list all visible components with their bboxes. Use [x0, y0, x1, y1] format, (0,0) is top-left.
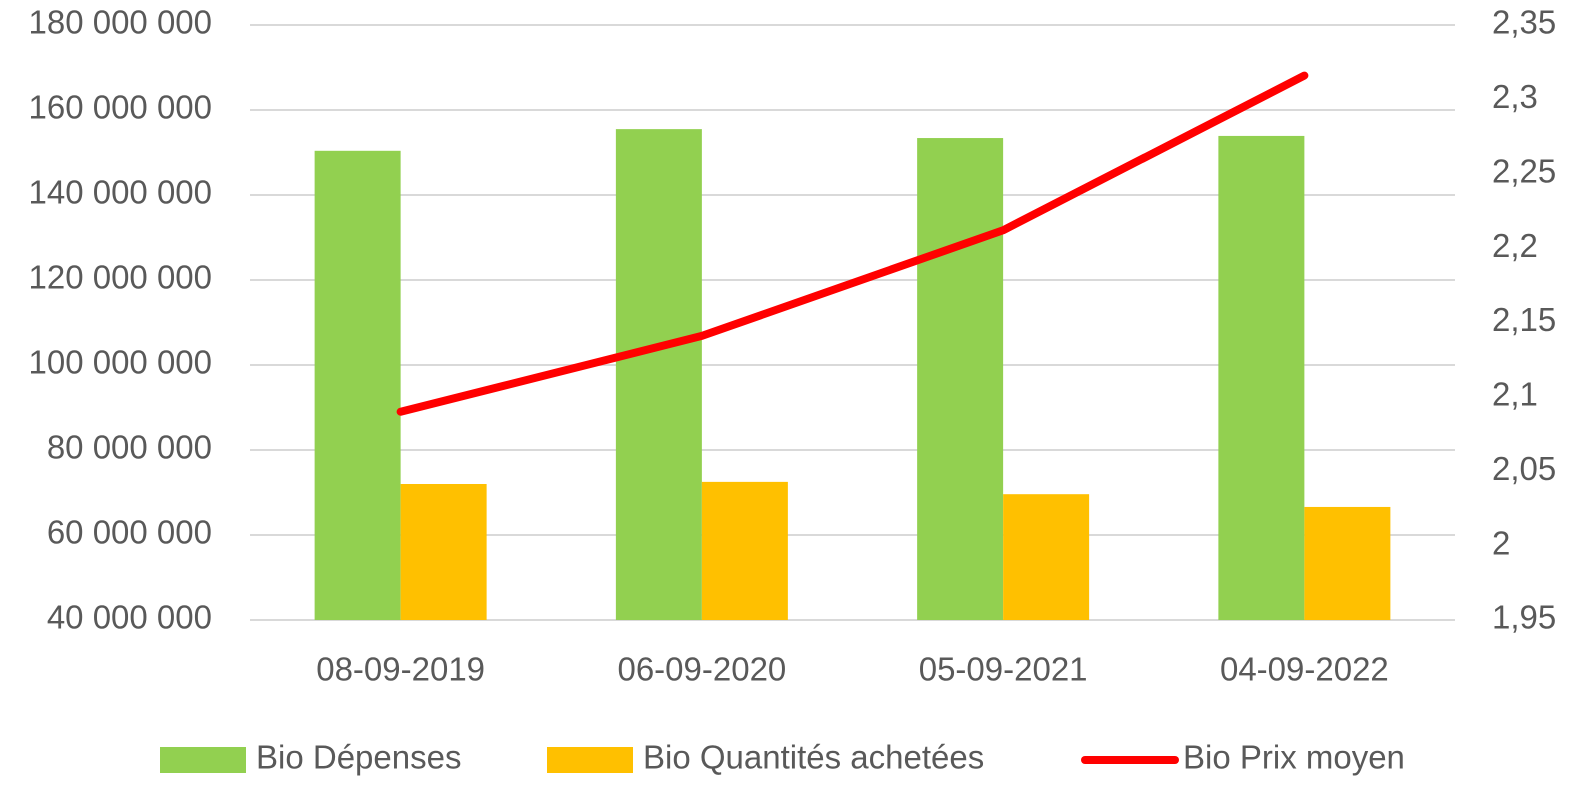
legend-label: Bio Dépenses — [256, 739, 461, 776]
x-tick-label: 06-09-2020 — [617, 651, 786, 688]
bar — [615, 129, 702, 620]
y-tick-label: 120 000 000 — [28, 259, 212, 296]
legend-swatch — [547, 747, 633, 773]
bar — [1304, 506, 1391, 620]
y2-tick-label: 2,15 — [1492, 301, 1556, 338]
bar — [1003, 494, 1090, 620]
y2-tick-label: 2 — [1492, 524, 1510, 561]
bar — [400, 484, 487, 620]
legend-label: Bio Quantités achetées — [643, 739, 984, 776]
y-tick-label: 60 000 000 — [47, 514, 212, 551]
legend-swatch — [160, 747, 246, 773]
y-tick-label: 40 000 000 — [47, 599, 212, 636]
y2-tick-label: 2,25 — [1492, 152, 1556, 189]
y2-tick-label: 2,1 — [1492, 376, 1538, 413]
y2-tick-label: 2,35 — [1492, 4, 1556, 41]
y2-tick-label: 2,3 — [1492, 78, 1538, 115]
line — [396, 71, 1309, 416]
y-tick-label: 160 000 000 — [28, 89, 212, 126]
y2-tick-label: 2,05 — [1492, 450, 1556, 487]
bar — [701, 481, 788, 620]
bar — [917, 138, 1004, 621]
bar — [314, 150, 401, 621]
x-tick-label: 04-09-2022 — [1220, 651, 1389, 688]
y-tick-label: 80 000 000 — [47, 429, 212, 466]
y-tick-label: 100 000 000 — [28, 344, 212, 381]
y-tick-label: 140 000 000 — [28, 174, 212, 211]
y2-tick-label: 2,2 — [1492, 227, 1538, 264]
bar — [1218, 135, 1305, 621]
x-tick-label: 08-09-2019 — [316, 651, 485, 688]
y2-tick-label: 1,95 — [1492, 599, 1556, 636]
y-tick-label: 180 000 000 — [28, 4, 212, 41]
x-tick-label: 05-09-2021 — [919, 651, 1088, 688]
legend-label: Bio Prix moyen — [1183, 739, 1405, 776]
